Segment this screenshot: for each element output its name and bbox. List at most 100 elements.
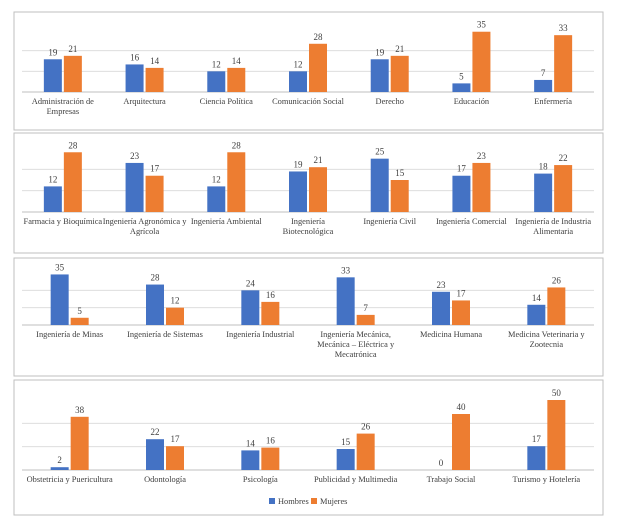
category-label: Ingeniería Mecánica, Mecánica – Eléctrica… <box>317 330 395 359</box>
bar-mujeres <box>227 152 246 212</box>
bar-hombres <box>370 59 389 92</box>
bar-mujeres <box>145 67 164 92</box>
bar-mujeres <box>452 300 470 325</box>
value-label-mujeres: 28 <box>314 32 324 42</box>
bar-hombres <box>289 71 307 92</box>
value-label-hombres: 19 <box>48 47 58 57</box>
value-label-hombres: 23 <box>130 151 140 161</box>
value-label-mujeres: 35 <box>477 20 487 30</box>
bar-mujeres <box>261 301 280 325</box>
bar-hombres <box>207 71 226 92</box>
bar-hombres <box>241 290 260 325</box>
bar-mujeres <box>309 43 327 92</box>
bar-mujeres <box>166 307 184 325</box>
bar-mujeres <box>70 317 89 325</box>
value-label-mujeres: 40 <box>457 402 467 412</box>
category-label: Ingeniería de Sistemas <box>127 330 203 339</box>
legend-label-hombres: Hombres <box>278 497 309 506</box>
bar-mujeres <box>356 314 375 325</box>
value-label-hombres: 23 <box>437 280 447 290</box>
value-label-hombres: 25 <box>375 147 385 157</box>
value-label-hombres: 33 <box>341 265 351 275</box>
bar-hombres <box>241 450 260 470</box>
value-label-hombres: 19 <box>375 47 385 57</box>
value-label-mujeres: 5 <box>77 306 82 316</box>
category-label: Derecho <box>376 97 404 106</box>
bar-hombres <box>336 277 355 325</box>
value-label-hombres: 12 <box>212 174 221 184</box>
value-label-mujeres: 28 <box>232 140 242 150</box>
value-label-hombres: 28 <box>151 273 161 283</box>
category-label: Arquitectura <box>123 97 166 106</box>
value-label-mujeres: 28 <box>68 140 78 150</box>
bar-mujeres <box>63 55 82 92</box>
value-label-mujeres: 23 <box>477 151 487 161</box>
value-label-mujeres: 17 <box>457 288 467 298</box>
bar-hombres <box>534 173 553 212</box>
value-label-hombres: 5 <box>459 71 464 81</box>
legend-label-mujeres: Mujeres <box>320 497 347 506</box>
value-label-hombres: 17 <box>457 164 467 174</box>
value-label-mujeres: 14 <box>232 56 242 66</box>
bar-mujeres <box>547 287 566 325</box>
bar-mujeres <box>472 31 491 92</box>
category-label: Comunicación Social <box>272 97 345 106</box>
category-label: Ingeniería de Industria Alimentaria <box>515 217 591 236</box>
value-label-mujeres: 12 <box>171 296 180 306</box>
category-label: Obstetricia y Puericultura <box>27 475 113 484</box>
category-label: Ingeniería Biotecnológica <box>283 217 334 236</box>
bar-hombres <box>50 274 69 325</box>
bar-mujeres <box>547 400 566 470</box>
chart-panel-2: 12 28 Farmacia y Bioquímica 23 17 Ingeniería … <box>13 132 604 254</box>
bar-hombres <box>125 162 144 212</box>
bar-mujeres <box>63 152 82 212</box>
bar-hombres <box>452 175 471 212</box>
value-label-mujeres: 33 <box>559 23 569 33</box>
bar-mujeres <box>145 175 164 212</box>
bar-mujeres <box>227 67 246 92</box>
value-label-hombres: 15 <box>341 437 351 447</box>
bar-hombres <box>527 446 546 470</box>
value-label-hombres: 16 <box>130 52 140 62</box>
value-label-mujeres: 22 <box>559 153 568 163</box>
category-label: Farmacia y Bioquímica <box>24 217 103 226</box>
value-label-hombres: 12 <box>48 174 57 184</box>
category-label: Educación <box>454 97 490 106</box>
category-label: Odontología <box>144 475 186 484</box>
value-label-mujeres: 21 <box>314 155 323 165</box>
bar-mujeres <box>452 414 470 470</box>
value-label-hombres: 35 <box>55 262 65 272</box>
bar-hombres <box>125 64 144 92</box>
panel-frame <box>13 379 604 516</box>
bar-hombres <box>527 304 546 325</box>
legend-swatch-hombres <box>269 498 275 504</box>
category-label: Medicina Humana <box>420 330 482 339</box>
category-label: Trabajo Social <box>427 475 476 484</box>
value-label-mujeres: 26 <box>552 275 562 285</box>
bar-hombres <box>50 467 69 470</box>
bar-mujeres <box>70 416 89 470</box>
bar-hombres <box>336 449 355 470</box>
category-label: Psicología <box>243 475 278 484</box>
legend-swatch-mujeres <box>311 498 317 504</box>
value-label-mujeres: 17 <box>150 164 160 174</box>
bar-hombres <box>289 171 307 212</box>
value-label-mujeres: 16 <box>266 290 276 300</box>
bar-mujeres <box>472 162 491 212</box>
value-label-hombres: 7 <box>541 68 546 78</box>
bar-mujeres <box>554 165 573 212</box>
value-label-hombres: 18 <box>539 162 549 172</box>
value-label-hombres: 12 <box>212 59 221 69</box>
category-label: Medicina Veterinaria y Zootecnia <box>508 330 585 349</box>
category-label: Ingeniería Industrial <box>226 330 295 339</box>
value-label-hombres: 0 <box>439 458 444 468</box>
legend: Hombres Mujeres <box>269 497 347 506</box>
panel-frame <box>13 132 604 254</box>
value-label-mujeres: 15 <box>395 168 405 178</box>
category-label: Ingeniería Comercial <box>436 217 508 226</box>
value-label-hombres: 14 <box>532 293 542 303</box>
value-label-mujeres: 50 <box>552 388 562 398</box>
value-label-mujeres: 21 <box>395 44 404 54</box>
value-label-hombres: 2 <box>57 455 62 465</box>
